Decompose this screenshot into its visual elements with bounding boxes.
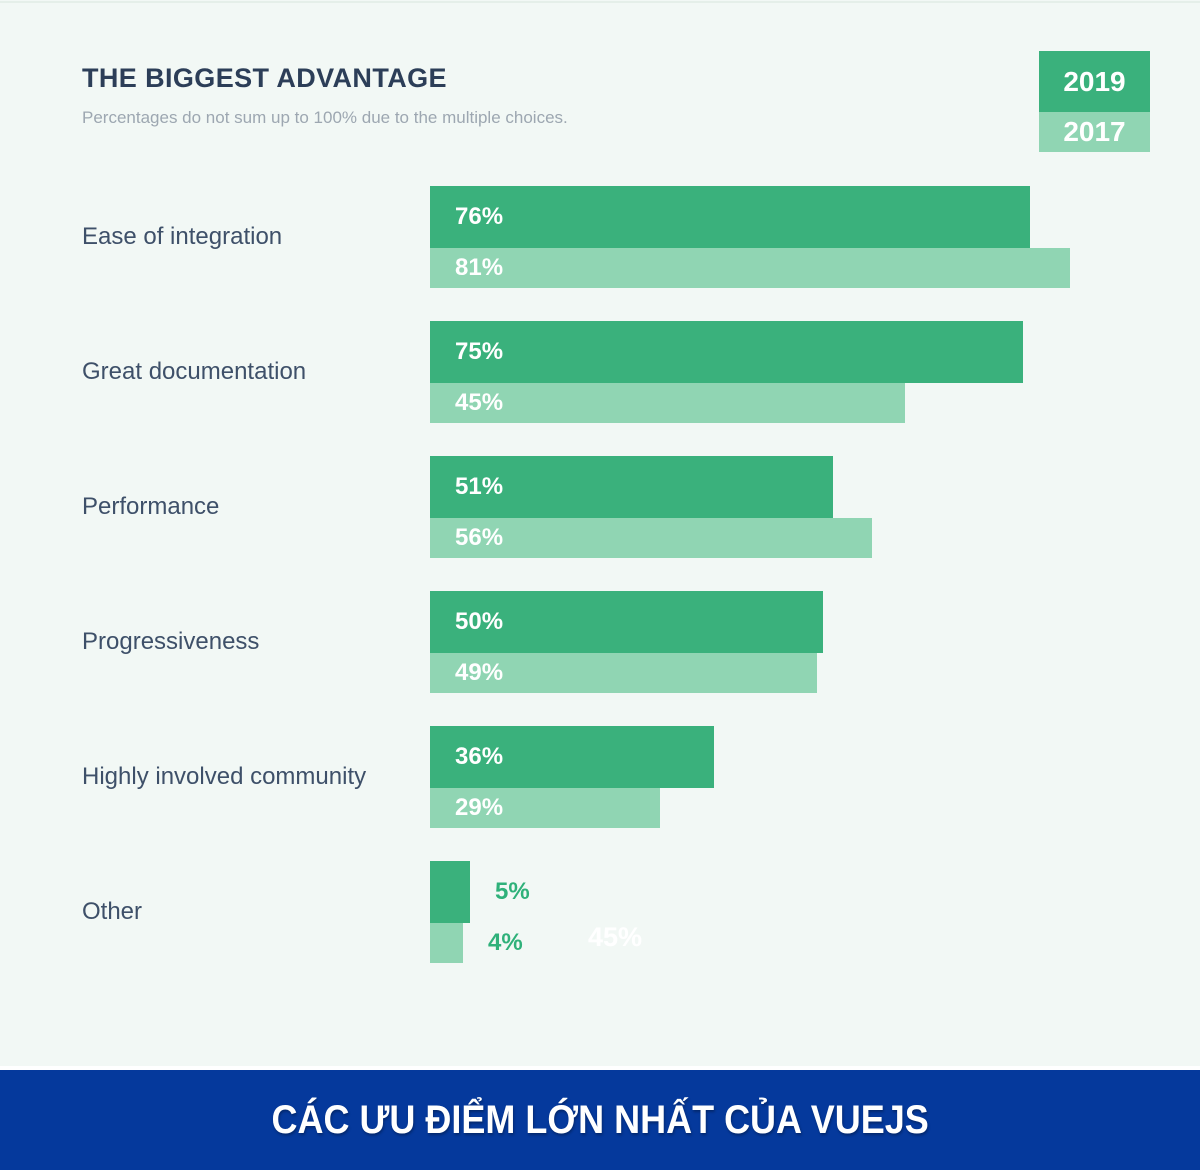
- page-title: THE BIGGEST ADVANTAGE: [82, 63, 447, 93]
- value-label: 81%: [455, 254, 504, 281]
- value-label: 4%: [488, 929, 523, 956]
- category-label: Performance: [82, 493, 220, 520]
- category-label: Progressiveness: [82, 628, 260, 655]
- footer-title: CÁC ƯU ĐIỂM LỚN NHẤT CỦA VUEJS: [271, 1097, 929, 1142]
- bar-2019: 50%: [430, 591, 823, 653]
- value-label: 49%: [455, 659, 504, 686]
- category-label: Great documentation: [82, 358, 307, 385]
- value-label: 29%: [455, 794, 504, 821]
- chart-panel: THE BIGGEST ADVANTAGE Percentages do not…: [0, 0, 1200, 1066]
- category-label: Other: [82, 898, 143, 925]
- value-label: 50%: [455, 608, 504, 635]
- footer-banner: CÁC ƯU ĐIỂM LỚN NHẤT CỦA VUEJS: [0, 1070, 1200, 1170]
- bar-chart: Ease of integration 76% 81% Great documenta…: [0, 186, 1200, 963]
- ghost-value-label: 45%: [588, 922, 643, 952]
- bar-2019: 5%: [430, 861, 530, 923]
- bar-2019: 51%: [430, 456, 833, 518]
- category-label: Ease of integration: [82, 223, 283, 250]
- value-label: 56%: [455, 524, 504, 551]
- bar-2019: 76%: [430, 186, 1030, 248]
- value-label: 76%: [455, 203, 504, 230]
- chart-row: Great documentation 75% 45%: [0, 321, 1200, 423]
- chart-row: Performance 51% 56%: [0, 456, 1200, 558]
- divider-strip: [0, 1066, 1200, 1070]
- bar-2017: 45%: [430, 383, 905, 423]
- bar-2017: 4%: [430, 923, 523, 963]
- bar-2017: 29%: [430, 788, 660, 828]
- bar-2017: 56%: [430, 518, 872, 558]
- value-label: 36%: [455, 743, 504, 770]
- value-label: 75%: [455, 338, 504, 365]
- value-label: 5%: [495, 878, 530, 905]
- chart-row: Other 5% 4%: [0, 861, 1200, 963]
- bar-2017: 81%: [430, 248, 1070, 288]
- chart-legend: 2019 2017: [1039, 51, 1150, 152]
- bar-2017: 49%: [430, 653, 817, 693]
- bar-2019: 75%: [430, 321, 1023, 383]
- chart-row: Progressiveness 50% 49%: [0, 591, 1200, 693]
- value-label: 45%: [455, 389, 504, 416]
- category-label: Highly involved community: [82, 763, 367, 790]
- value-label: 51%: [455, 473, 504, 500]
- legend-item-2017: 2017: [1039, 112, 1150, 152]
- top-border-line: [0, 1, 1200, 3]
- chart-row: Ease of integration 76% 81%: [0, 186, 1200, 288]
- legend-item-2019: 2019: [1039, 51, 1150, 112]
- bar-2019: 36%: [430, 726, 714, 788]
- page-subtitle: Percentages do not sum up to 100% due to…: [82, 108, 568, 127]
- chart-row: Highly involved community 36% 29%: [0, 726, 1200, 828]
